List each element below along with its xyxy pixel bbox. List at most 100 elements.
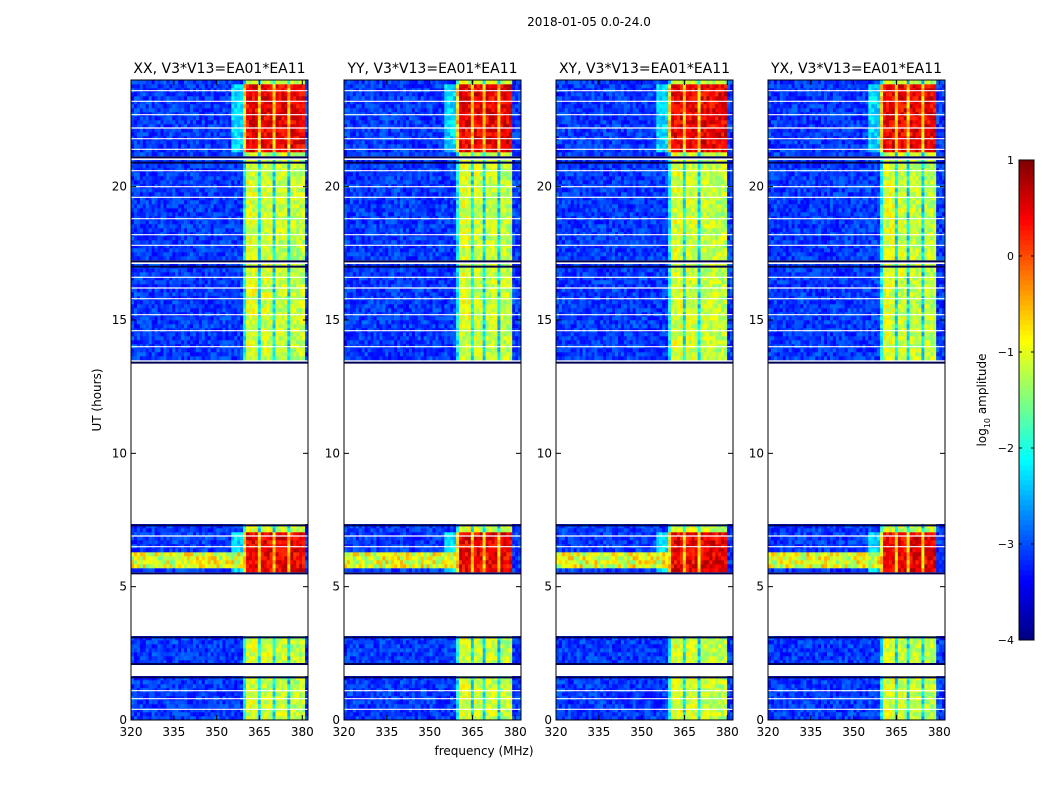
heatmap-cell — [278, 284, 282, 289]
heatmap-cell — [169, 180, 173, 185]
heatmap-cell — [296, 180, 300, 185]
heatmap-cell — [187, 240, 191, 245]
heatmap-cell — [184, 716, 188, 720]
heatmap-cell — [190, 332, 194, 337]
heatmap-cell — [133, 316, 138, 321]
heatmap-cell — [278, 224, 282, 229]
heatmap-cell — [299, 528, 303, 533]
heatmap-cell — [163, 164, 167, 169]
heatmap-cell — [142, 548, 147, 553]
heatmap-cell — [201, 208, 206, 213]
heatmap-cell — [246, 248, 250, 253]
heatmap-cell — [305, 564, 308, 569]
heatmap-cell — [190, 712, 194, 717]
heatmap-cell — [296, 272, 300, 277]
heatmap-cell — [148, 288, 152, 293]
heatmap-cell — [136, 280, 141, 285]
heatmap-cell — [198, 528, 203, 533]
heatmap-cell — [163, 236, 167, 241]
heatmap-cell — [184, 224, 188, 229]
heatmap-cell — [175, 152, 179, 157]
heatmap-cell — [210, 208, 214, 213]
heatmap-cell — [198, 716, 203, 720]
heatmap-cell — [287, 356, 291, 361]
heatmap-cell — [296, 220, 300, 225]
heatmap-cell — [154, 180, 158, 185]
heatmap-cell — [243, 652, 247, 657]
heatmap-cell — [266, 340, 270, 345]
heatmap-cell — [263, 228, 267, 233]
heatmap-cell — [254, 568, 259, 573]
heatmap-cell — [293, 532, 297, 537]
heatmap-cell — [148, 164, 152, 169]
heatmap-cell — [249, 272, 253, 277]
heatmap-cell — [263, 308, 267, 313]
heatmap-cell — [184, 692, 188, 697]
heatmap-cell — [234, 556, 238, 561]
heatmap-cell — [172, 288, 176, 293]
heatmap-cell — [269, 568, 273, 573]
heatmap-cell — [207, 356, 211, 361]
heatmap-cell — [166, 644, 170, 649]
heatmap-cell — [184, 340, 188, 345]
heatmap-cell — [290, 144, 294, 149]
heatmap-cell — [251, 152, 256, 157]
heatmap-cell — [231, 252, 235, 257]
heatmap-cell — [210, 708, 214, 713]
heatmap-cell — [187, 532, 191, 537]
heatmap-cell — [257, 536, 262, 541]
heatmap-cell — [260, 352, 265, 357]
heatmap-cell — [246, 172, 250, 177]
heatmap-cell — [166, 196, 170, 201]
heatmap-cell — [225, 708, 229, 713]
heatmap-cell — [216, 284, 220, 289]
heatmap-cell — [184, 652, 188, 657]
heatmap-cell — [269, 180, 273, 185]
heatmap-cell — [284, 224, 288, 229]
heatmap-cell — [154, 708, 158, 713]
heatmap-cell — [154, 236, 158, 241]
heatmap-cell — [151, 268, 155, 273]
heatmap-cell — [234, 268, 238, 273]
heatmap-cell — [305, 536, 308, 541]
heatmap-cell — [190, 348, 194, 353]
heatmap-cell — [225, 224, 229, 229]
heatmap-cell — [281, 340, 285, 345]
heatmap-cell — [222, 712, 226, 717]
heatmap-cell — [293, 176, 297, 181]
heatmap-cell — [131, 244, 135, 249]
heatmap-cell — [157, 288, 161, 293]
heatmap-cell — [154, 304, 158, 309]
heatmap-cell — [139, 300, 144, 305]
heatmap-cell — [254, 256, 259, 261]
heatmap-cell — [136, 176, 141, 181]
heatmap-cell — [263, 568, 267, 573]
heatmap-cell — [266, 656, 270, 661]
heatmap-cell — [278, 188, 282, 193]
heatmap-cell — [290, 236, 294, 241]
heatmap-cell — [302, 240, 306, 245]
heatmap-cell — [169, 648, 173, 653]
heatmap-cell — [257, 164, 262, 169]
heatmap-cell — [181, 284, 185, 289]
heatmap-cell — [249, 704, 253, 709]
heatmap-cell — [287, 528, 291, 533]
heatmap-cell — [204, 192, 208, 197]
heatmap-cell — [228, 712, 232, 717]
heatmap-cell — [192, 552, 197, 557]
heatmap-cell — [207, 248, 211, 253]
heatmap-cell — [181, 176, 185, 181]
heatmap-cell — [284, 228, 288, 233]
heatmap-cell — [219, 660, 223, 665]
heatmap-cell — [231, 332, 235, 337]
heatmap-cell — [222, 268, 226, 273]
heatmap-cell — [246, 192, 250, 197]
heatmap-cell — [287, 176, 291, 181]
heatmap-cell — [131, 548, 135, 553]
heatmap-cell — [169, 564, 173, 569]
heatmap-cell — [148, 560, 152, 565]
heatmap-cell — [204, 304, 208, 309]
heatmap-cell — [172, 300, 176, 305]
heatmap-cell — [166, 532, 170, 537]
heatmap-cell — [266, 528, 270, 533]
